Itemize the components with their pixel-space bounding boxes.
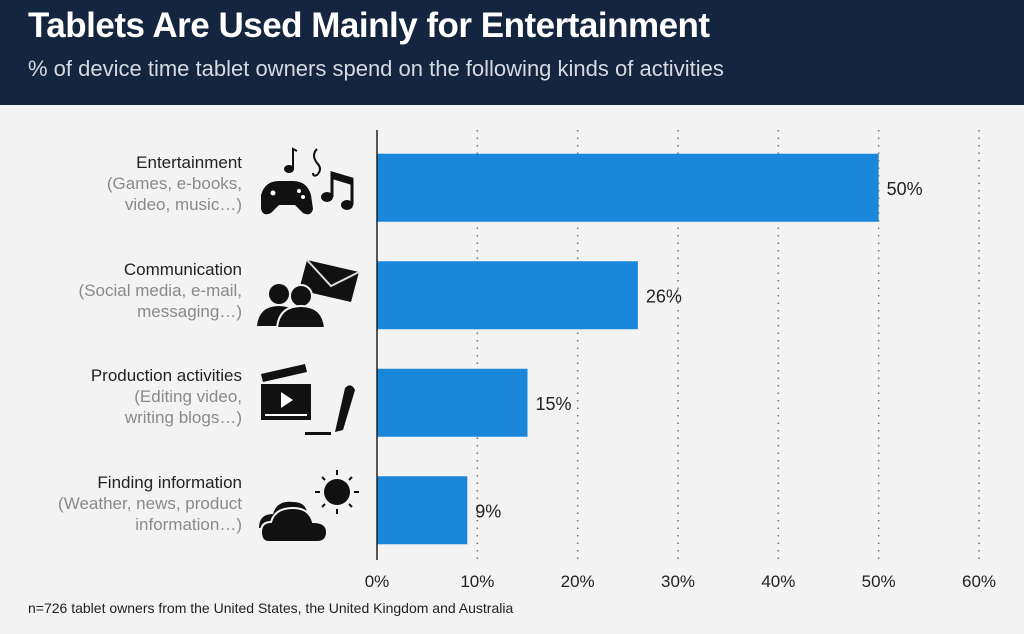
x-tick-label: 50% [862,572,896,591]
music-gamepad-icon [261,147,354,215]
chart-title: Tablets Are Used Mainly for Entertainmen… [28,6,710,45]
category-detail: (Games, e-books, [106,174,242,193]
category-detail: (Social media, e-mail, [78,281,242,300]
people-envelope-icon [257,259,360,329]
category-detail: (Editing video, [134,387,242,406]
category-detail: video, music…) [124,195,242,214]
x-tick-label: 30% [661,572,695,591]
bar [377,476,468,545]
x-tick-label: 20% [561,572,595,591]
category-detail: information…) [135,515,242,534]
cloud-sun-icon [259,470,359,543]
bar [377,368,528,437]
data-label: 26% [646,286,682,306]
header-banner: Tablets Are Used Mainly for Entertainmen… [0,0,1024,105]
bar [377,261,638,330]
data-label: 9% [475,501,501,521]
category-detail: writing blogs…) [124,408,242,427]
chart-subtitle: % of device time tablet owners spend on … [28,56,724,81]
x-tick-label: 10% [460,572,494,591]
category-name: Finding information [97,473,242,492]
category-name: Communication [123,260,242,279]
data-label: 15% [536,394,572,414]
category-label-communication: Communication (Social media, e-mail, mes… [79,259,242,322]
footnote: n=726 tablet owners from the United Stat… [28,600,514,616]
data-label: 50% [887,179,923,199]
bar [377,153,879,222]
category-name: Production activities [90,366,242,385]
x-tick-label: 60% [962,572,996,591]
category-detail: (Weather, news, product [58,494,242,513]
x-tick-label: 0% [365,572,390,591]
x-tick-label: 40% [761,572,795,591]
category-detail: messaging…) [137,302,242,321]
clapperboard-pen-icon [261,364,355,435]
category-label-production: Production activities (Editing video, wr… [91,365,242,428]
category-label-finding-information: Finding information (Weather, news, prod… [58,472,242,535]
category-label-entertainment: Entertainment (Games, e-books, video, mu… [107,152,242,215]
category-name: Entertainment [136,153,242,172]
